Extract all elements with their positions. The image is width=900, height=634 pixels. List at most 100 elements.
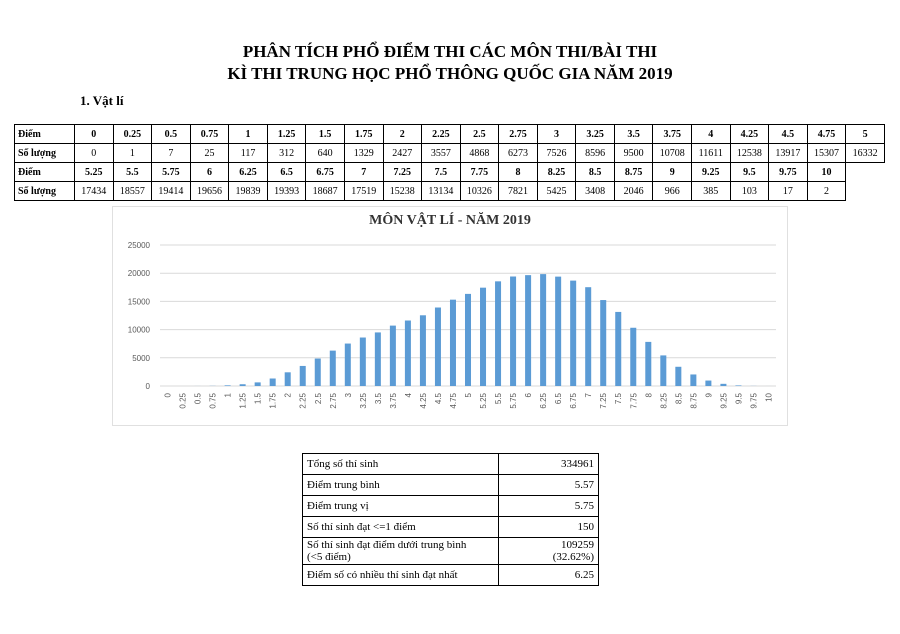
count: 15238 xyxy=(382,181,423,201)
x-tick-label: 3.75 xyxy=(389,392,398,408)
cell-line: (<5 điểm) xyxy=(307,551,351,563)
count: 103 xyxy=(729,181,770,201)
score: 10 xyxy=(806,162,847,182)
x-tick-label: 7 xyxy=(584,392,593,397)
x-tick-label: 5.25 xyxy=(479,392,488,408)
row: Điểm số có nhiều thí sinh đạt nhất 6.25 xyxy=(302,564,599,586)
count: 13134 xyxy=(421,181,461,201)
value-cell: 334961 xyxy=(498,453,599,475)
x-tick-label: 8.25 xyxy=(659,392,668,408)
cell-line: Tổng số thí sinh xyxy=(307,458,379,470)
x-tick-label: 4.75 xyxy=(449,392,458,408)
cell-line: 334961 xyxy=(561,458,594,470)
count: 10708 xyxy=(652,143,692,163)
cell-line: 109259 xyxy=(561,539,594,551)
count: 640 xyxy=(305,143,345,163)
count: 966 xyxy=(652,181,692,201)
bar xyxy=(585,287,592,386)
score: 0.75 xyxy=(189,124,230,144)
score: 3.25 xyxy=(575,124,615,144)
score: 3.75 xyxy=(652,124,692,144)
score: 1.5 xyxy=(305,124,345,144)
count: 6273 xyxy=(498,143,538,163)
count: 312 xyxy=(266,143,307,163)
value-cell: 5.57 xyxy=(498,474,599,496)
x-tick-label: 6.75 xyxy=(569,392,578,408)
score: 6.25 xyxy=(228,162,268,182)
cell-line: 150 xyxy=(577,521,595,533)
bar xyxy=(404,320,411,386)
summary-table: Tổng số thí sinh 334961 Điểm trung bình 5.5… xyxy=(302,453,599,586)
bar xyxy=(645,341,652,386)
score: 4 xyxy=(691,124,731,144)
bar xyxy=(329,350,336,386)
value-cell: 109259 (32.62%) xyxy=(498,537,599,565)
empty-cell xyxy=(846,182,885,201)
bar xyxy=(359,337,366,386)
label-cell: Số thí sinh đạt <=1 điểm xyxy=(302,516,499,538)
row: Điểm 0 0.25 0.5 0.75 1 1.25 1.5 1.75 2 2.25 2.5 2.75… xyxy=(14,124,885,144)
x-tick-label: 0.25 xyxy=(179,392,188,408)
x-tick-label: 3.5 xyxy=(374,392,383,404)
row-label: Điểm xyxy=(14,162,75,182)
count: 2 xyxy=(806,181,847,201)
x-tick-label: 3 xyxy=(344,392,353,397)
count: 2046 xyxy=(613,181,654,201)
score: 4.25 xyxy=(729,124,770,144)
score: 7.75 xyxy=(459,162,500,182)
y-tick-label: 10000 xyxy=(128,326,151,335)
score: 6 xyxy=(189,162,230,182)
score: 5.5 xyxy=(112,162,153,182)
title-line: PHÂN TÍCH PHỔ ĐIỂM THI CÁC MÔN THI/BÀI T… xyxy=(242,42,658,61)
row: Điểm trung vị 5.75 xyxy=(302,495,599,517)
bar xyxy=(660,355,667,386)
value-cell: 150 xyxy=(498,516,599,538)
x-tick-label: 10 xyxy=(764,392,773,401)
count: 9500 xyxy=(613,143,654,163)
count: 13917 xyxy=(768,143,808,163)
x-tick-label: 0.5 xyxy=(194,392,203,404)
score: 3 xyxy=(536,124,577,144)
score: 7.25 xyxy=(382,162,423,182)
x-tick-label: 5.5 xyxy=(494,392,503,404)
count: 3408 xyxy=(575,181,615,201)
count: 18687 xyxy=(305,181,345,201)
bar xyxy=(570,280,577,386)
score: 9 xyxy=(652,162,692,182)
score: 8.25 xyxy=(536,162,577,182)
bar xyxy=(735,385,742,386)
cell-line: (32.62%) xyxy=(552,551,594,563)
row: Điểm trung bình 5.57 xyxy=(302,474,599,496)
label-cell: Điểm trung bình xyxy=(302,474,499,496)
score: 2.5 xyxy=(459,124,500,144)
count: 25 xyxy=(189,143,230,163)
count: 11611 xyxy=(691,143,731,163)
label-cell: Số thí sinh đạt điểm dưới trung bình (<5 … xyxy=(302,537,499,565)
label-cell: Tổng số thí sinh xyxy=(302,453,499,475)
count: 5425 xyxy=(536,181,577,201)
bar xyxy=(720,383,727,386)
x-tick-label: 0.75 xyxy=(209,392,218,408)
bar xyxy=(630,327,637,386)
bar xyxy=(615,311,622,386)
cell-line: 5.75 xyxy=(574,500,594,512)
count: 2427 xyxy=(382,143,423,163)
x-tick-label: 3.25 xyxy=(359,392,368,408)
cell-line: Số thí sinh đạt <=1 điểm xyxy=(307,521,416,533)
bar xyxy=(284,372,291,386)
count: 17434 xyxy=(74,181,114,201)
score: 5.25 xyxy=(74,162,114,182)
bar xyxy=(314,358,321,386)
value-cell: 6.25 xyxy=(498,564,599,586)
x-tick-label: 9.25 xyxy=(719,392,728,408)
x-tick-label: 0 xyxy=(164,392,173,397)
score: 8 xyxy=(498,162,538,182)
bar xyxy=(464,293,472,386)
score: 6.5 xyxy=(266,162,307,182)
count: 3557 xyxy=(421,143,461,163)
row: Điểm 5.25 5.5 5.75 6 6.25 6.5 6.75 7 7.25 7.5 7.75 8… xyxy=(14,162,885,182)
count: 1 xyxy=(112,143,153,163)
bar xyxy=(555,276,562,386)
bar xyxy=(434,307,441,386)
score: 1.25 xyxy=(266,124,307,144)
